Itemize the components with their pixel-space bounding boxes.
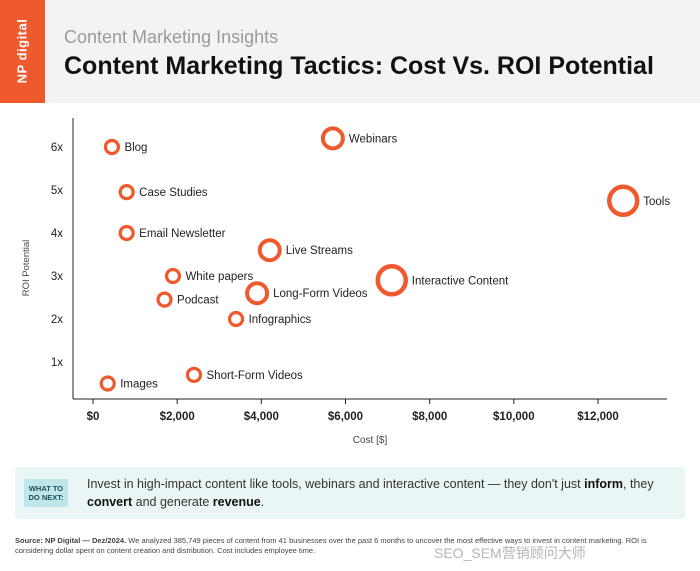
callout-box: WHAT TO DO NEXT: Invest in high-impact c…	[15, 467, 685, 519]
axes	[72, 118, 667, 400]
point-label: Long-Form Videos	[273, 288, 368, 300]
page-title: Content Marketing Tactics: Cost Vs. ROI …	[64, 52, 654, 80]
scatter-chart: ROI Potential $0 $2,000 $4,000 $6,000 $8,000…	[21, 118, 670, 446]
data-point	[607, 184, 640, 217]
data-point	[118, 184, 135, 201]
data-point	[118, 224, 135, 242]
x-tick-label: $0	[87, 411, 100, 423]
callout-bold-convert: convert	[87, 495, 133, 509]
callout-text: Invest in high-impact content like tools…	[87, 475, 677, 511]
callout-bold-inform: inform	[584, 477, 623, 491]
point-label: Email Newsletter	[139, 228, 225, 240]
x-tick-label: $12,000	[577, 411, 619, 423]
point-label: Infographics	[249, 314, 312, 326]
y-tick-label: 2x	[51, 314, 63, 326]
x-axis-label: Cost [$]	[353, 435, 388, 446]
data-point	[227, 310, 245, 328]
point-label: Live Streams	[286, 245, 353, 257]
y-tick-label: 1x	[51, 357, 63, 369]
callout-text-part-2: , they	[623, 477, 654, 491]
point-label: White papers	[185, 271, 253, 283]
data-point	[99, 375, 116, 392]
point-label: Interactive Content	[412, 275, 509, 287]
y-tick-label: 6x	[51, 142, 63, 154]
y-tick-label: 5x	[51, 185, 63, 197]
x-tick-label: $8,000	[412, 411, 447, 423]
x-tick-label: $6,000	[328, 411, 363, 423]
watermark: SEO_SEM营销顾问大师	[434, 545, 586, 561]
y-axis-label: ROI Potential	[21, 240, 32, 297]
ticks: $0 $2,000 $4,000 $6,000 $8,000 $10,000 $12,000…	[51, 142, 619, 446]
data-point	[257, 238, 282, 263]
data-point	[245, 281, 270, 306]
data-points	[99, 126, 640, 392]
data-point	[164, 267, 182, 285]
data-point	[156, 291, 173, 308]
x-tick-label: $4,000	[244, 411, 279, 423]
y-axis-label-group: ROI Potential	[21, 240, 32, 297]
what-to-do-next-badge: WHAT TO DO NEXT:	[24, 479, 68, 507]
point-label: Tools	[643, 196, 670, 208]
callout-bold-revenue: revenue	[212, 495, 261, 509]
page-subtitle: Content Marketing Insights	[64, 27, 279, 47]
point-label: Short-Form Videos	[207, 370, 304, 382]
header: NP digital Content Marketing Insights Co…	[0, 0, 700, 103]
badge-line-2: DO NEXT:	[28, 493, 64, 502]
data-point	[185, 366, 203, 383]
callout-text-part-3: and generate	[132, 495, 213, 509]
data-point	[103, 138, 121, 156]
brand-logo: NP digital	[0, 0, 45, 103]
callout-text-part-4: .	[260, 495, 265, 509]
x-tick-label: $2,000	[160, 411, 195, 423]
data-point	[375, 264, 409, 297]
y-tick-label: 3x	[51, 271, 63, 283]
source-note: Source: NP Digital — Dez/2024. We analyz…	[15, 536, 685, 556]
callout-text-part-1: Invest in high-impact content like tools…	[87, 477, 585, 491]
x-tick-label: $10,000	[493, 411, 535, 423]
point-label: Blog	[124, 142, 147, 154]
source-label: Source:	[15, 536, 43, 545]
brand-logo-text: NP digital	[14, 18, 30, 84]
point-label: Case Studies	[139, 187, 208, 199]
badge-line-1: WHAT TO	[28, 484, 64, 493]
data-point	[320, 126, 345, 151]
y-tick-label: 4x	[51, 228, 63, 240]
point-label: Images	[120, 379, 158, 391]
point-label: Podcast	[177, 295, 219, 307]
point-labels: Blog Webinars Case Studies Tools Email Newsl…	[120, 133, 670, 390]
source-org: NP Digital — Dez/2024.	[45, 536, 127, 545]
source-text: We analyzed 385,749 pieces of content fr…	[15, 536, 647, 555]
point-label: Webinars	[349, 133, 398, 145]
